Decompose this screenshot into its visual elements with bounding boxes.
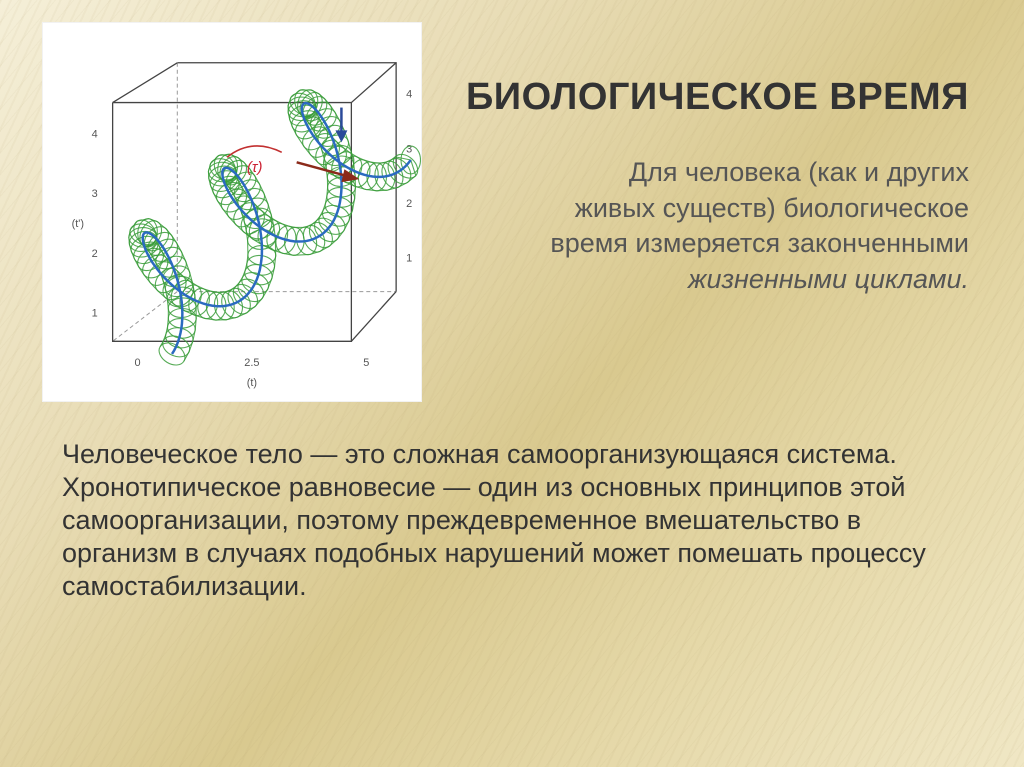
lead-line: Для человека (как и других [629, 157, 969, 187]
svg-text:3: 3 [406, 143, 412, 155]
svg-text:(t'): (t') [72, 218, 84, 230]
spiral-plot-svg: 1 2 3 4 (t') 1 2 3 4 0 2.5 5 (t) [43, 23, 421, 401]
slide-title: БИОЛОГИЧЕСКОЕ ВРЕМЯ [440, 76, 969, 119]
svg-text:4: 4 [92, 128, 98, 140]
z-axis-right: 1 2 3 4 [406, 89, 412, 265]
svg-text:1: 1 [406, 253, 412, 265]
lead-line-italic: жизненными циклами. [688, 264, 969, 294]
tau-arc [227, 146, 282, 157]
x-axis: 0 2.5 5 (t) [134, 357, 369, 389]
svg-text:5: 5 [363, 357, 369, 369]
body-paragraph: Человеческое тело — это сложная самоорга… [62, 438, 954, 603]
svg-text:2: 2 [406, 198, 412, 210]
spiral-tube-mesh [127, 87, 421, 370]
lead-paragraph: Для человека (как и других живых существ… [440, 155, 969, 298]
svg-text:2.5: 2.5 [244, 357, 259, 369]
spiral-3d-figure: 1 2 3 4 (t') 1 2 3 4 0 2.5 5 (t) [42, 22, 422, 402]
lead-line: живых существ) биологическое [575, 193, 969, 223]
svg-text:2: 2 [92, 248, 98, 260]
svg-text:3: 3 [92, 188, 98, 200]
y-axis-left: 1 2 3 4 (t') [72, 128, 98, 319]
tau-label: (τ) [247, 159, 263, 176]
spiral-centerline [143, 103, 411, 354]
svg-text:1: 1 [92, 307, 98, 319]
lead-line: время измеряется законченными [550, 228, 969, 258]
svg-text:0: 0 [134, 357, 140, 369]
svg-text:4: 4 [406, 89, 412, 101]
svg-text:(t): (t) [247, 377, 257, 389]
